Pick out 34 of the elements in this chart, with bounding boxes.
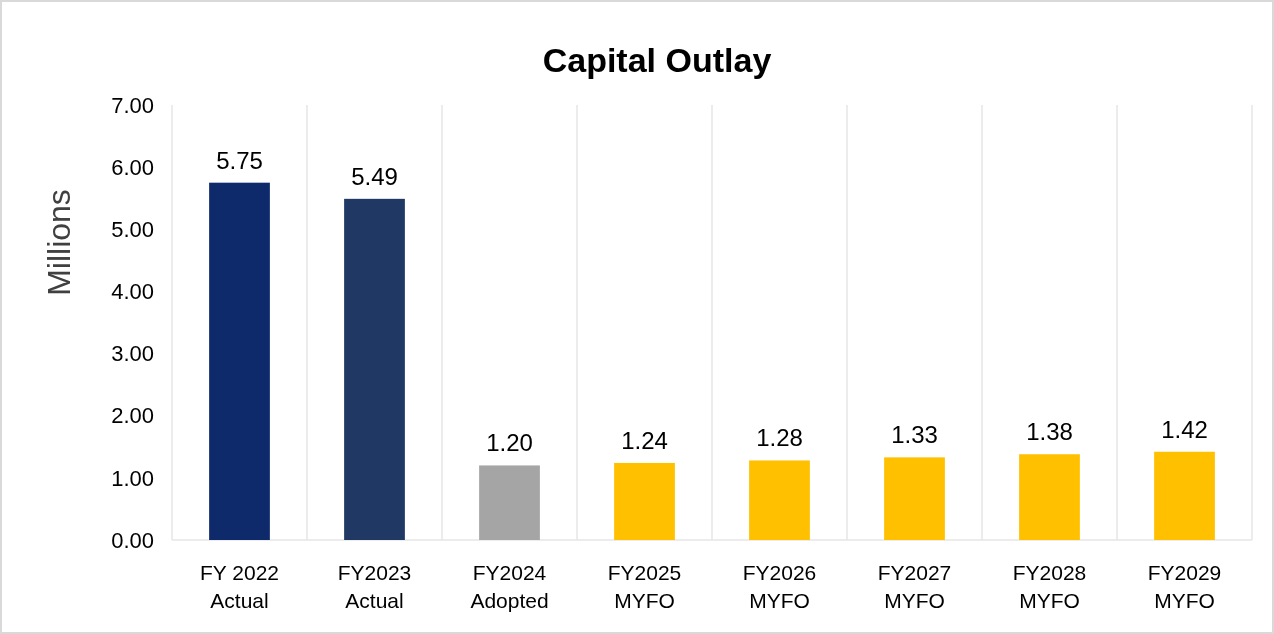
- y-tick-label: 2.00: [111, 403, 154, 429]
- x-tick-label: FY2027 MYFO: [877, 561, 952, 612]
- y-tick-label: 7.00: [111, 92, 154, 118]
- y-tick-label: 3.00: [111, 341, 154, 367]
- x-tick-label: FY2025 MYFO: [607, 561, 682, 612]
- bar: [479, 465, 540, 540]
- y-tick-label: 5.00: [111, 216, 154, 242]
- x-tick-label: FY2026 MYFO: [742, 561, 817, 612]
- y-tick-label: 0.00: [111, 527, 154, 553]
- x-tick-label: FY2024 Adopted: [470, 561, 549, 612]
- x-tick-label: FY2029 MYFO: [1147, 561, 1222, 612]
- data-label: 1.28: [756, 424, 803, 452]
- bar: [344, 198, 405, 540]
- bar: [749, 460, 810, 540]
- y-tick-label: 6.00: [111, 154, 154, 180]
- data-label: 1.24: [621, 426, 668, 454]
- data-label: 1.33: [891, 421, 938, 449]
- data-label: 5.49: [351, 162, 398, 190]
- y-axis-title: Millions: [41, 189, 77, 296]
- data-label: 1.20: [486, 429, 533, 457]
- data-label: 1.38: [1026, 418, 1073, 446]
- bar: [614, 462, 675, 540]
- data-label: 5.75: [216, 146, 263, 174]
- bar: [209, 182, 270, 540]
- x-tick-label: FY 2022 Actual: [199, 561, 280, 612]
- bar: [884, 457, 945, 540]
- x-tick-label: FY2028 MYFO: [1012, 561, 1087, 612]
- bar: [1019, 454, 1080, 540]
- bar: [1154, 451, 1215, 540]
- y-tick-label: 1.00: [111, 465, 154, 491]
- x-tick-label: FY2023 Actual: [337, 561, 412, 612]
- chart-title: Capital Outlay: [542, 41, 772, 79]
- y-tick-label: 4.00: [111, 279, 154, 305]
- data-label: 1.42: [1161, 415, 1208, 443]
